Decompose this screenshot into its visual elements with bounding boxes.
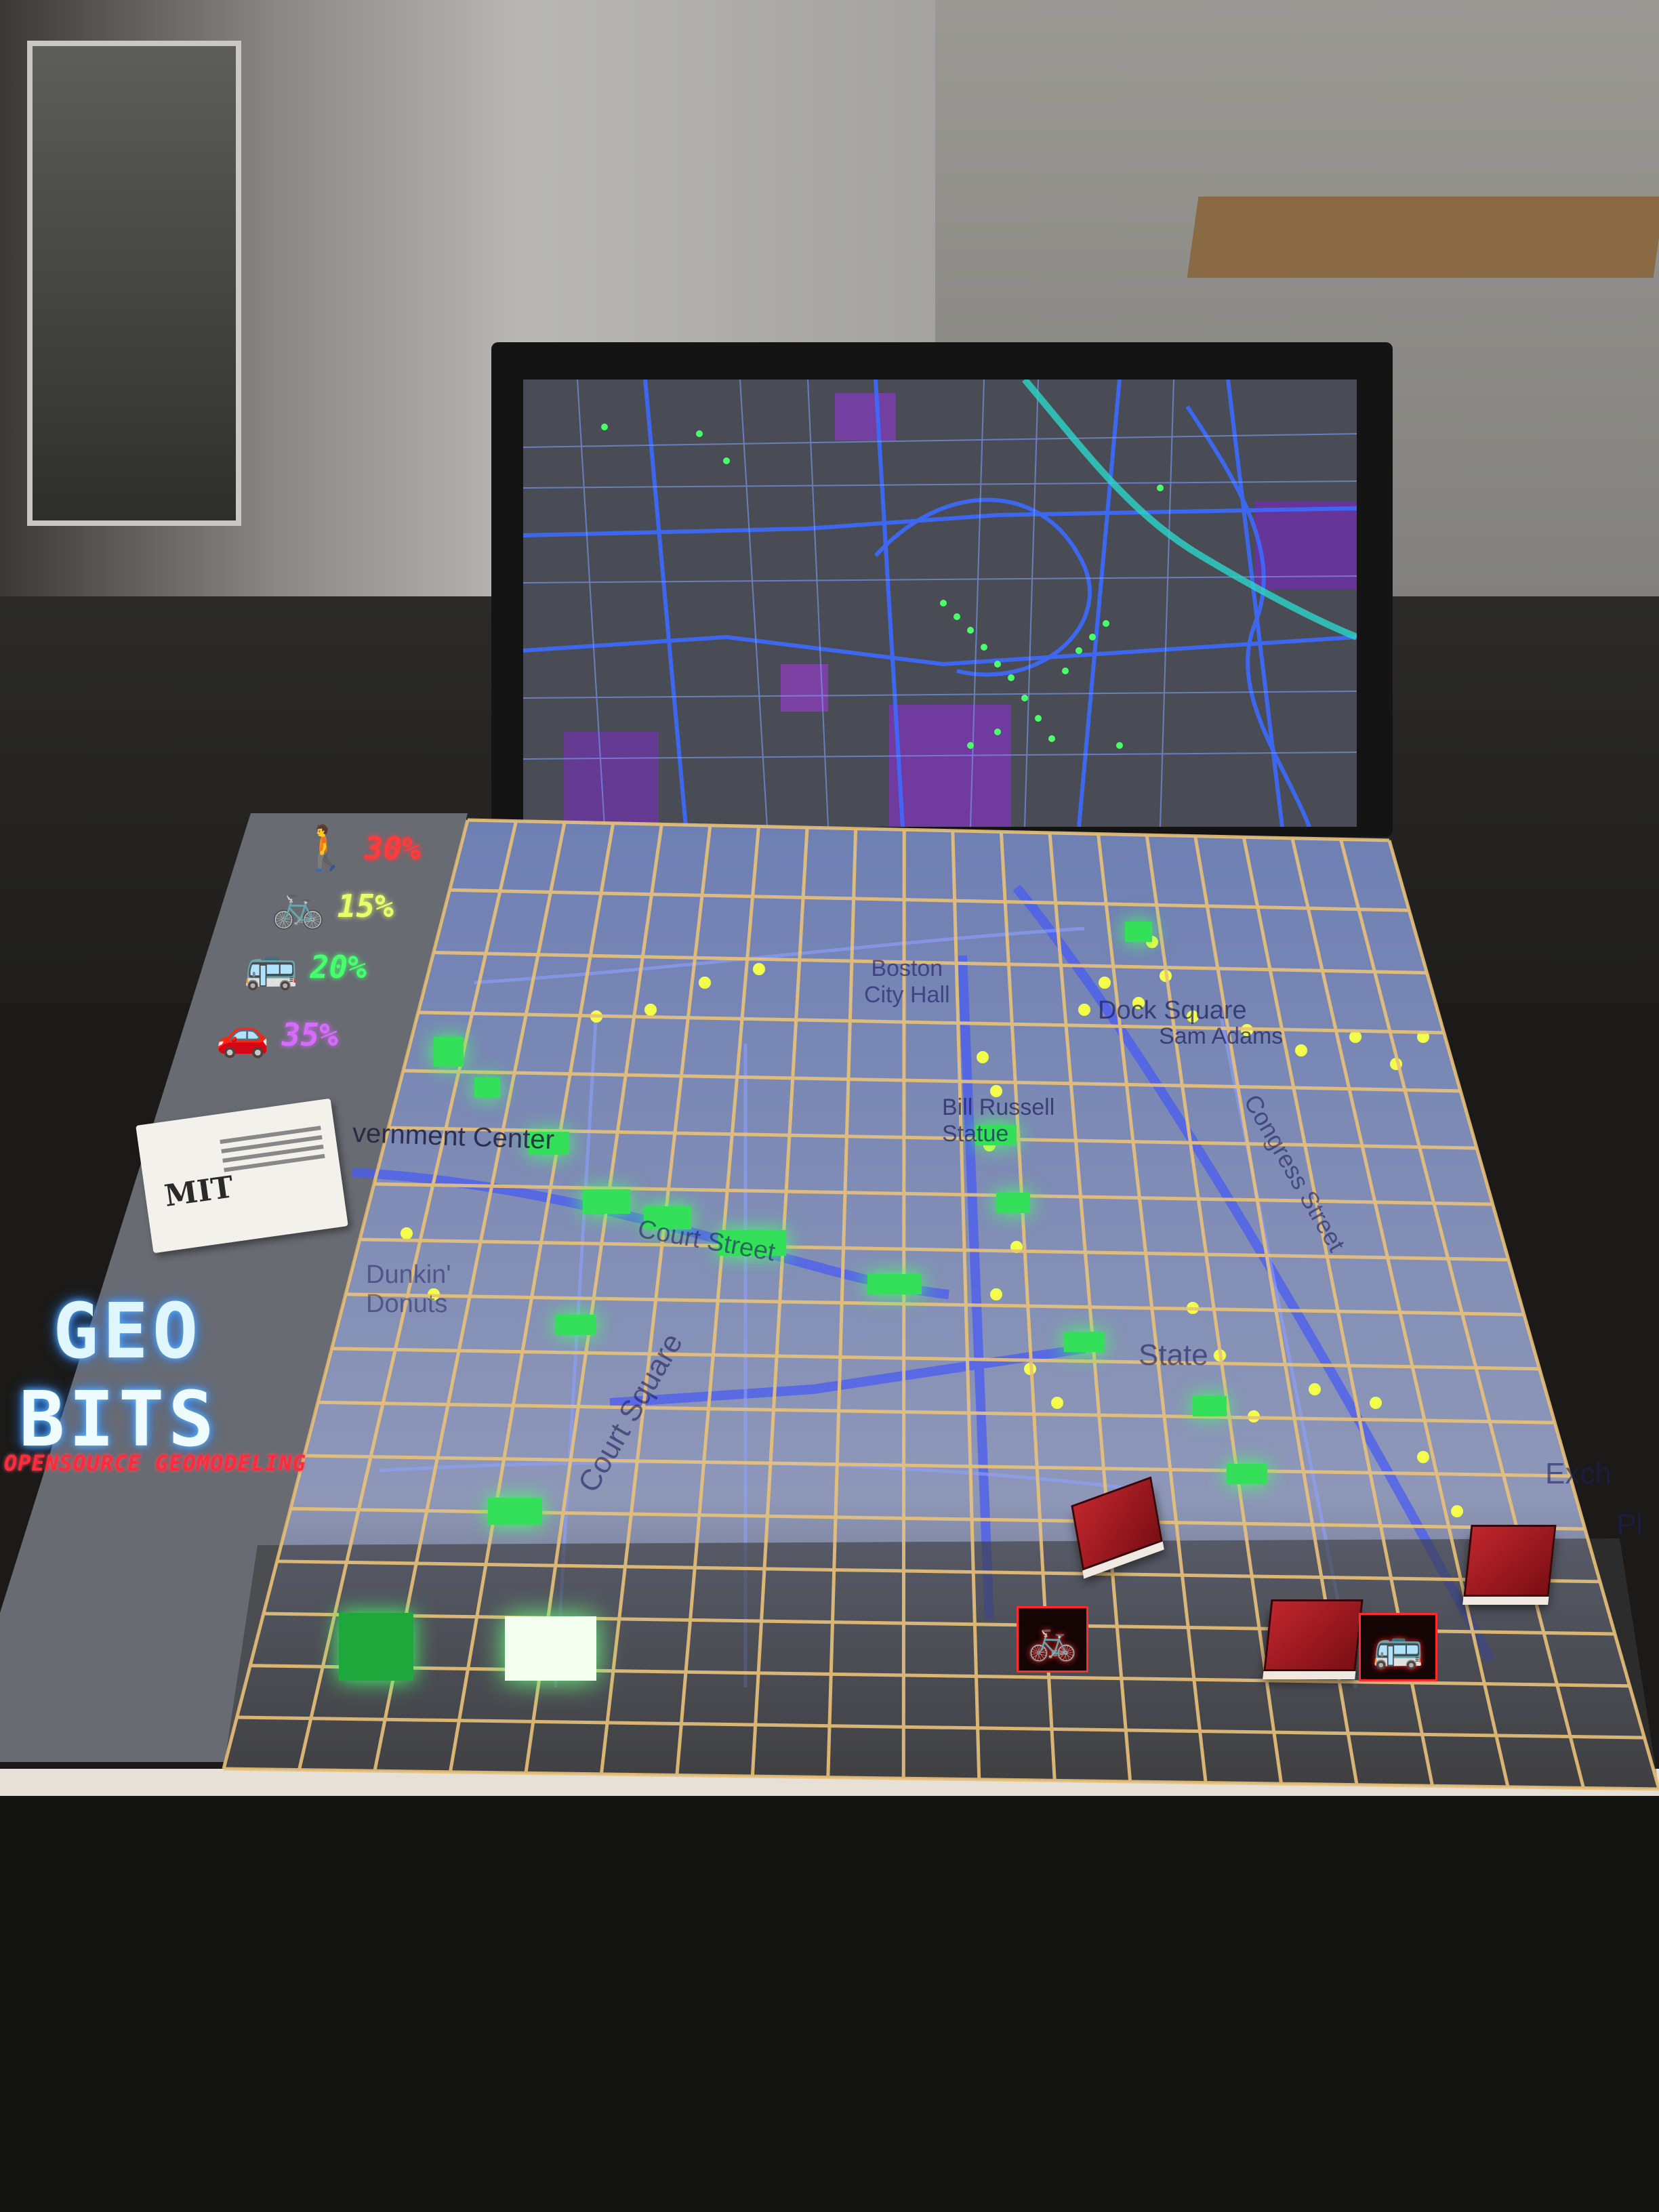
bike-icon: 🚲 [271, 881, 325, 931]
grid-line [449, 888, 1410, 912]
green-building[interactable] [996, 1193, 1030, 1213]
bike-tile[interactable]: 🚲 [1017, 1606, 1088, 1673]
grid-line [388, 1126, 1477, 1150]
logo-bits: BITS [19, 1376, 218, 1464]
bus-icon: 🚌 [1372, 1624, 1424, 1671]
label-sam-adams: Sam Adams [1159, 1023, 1284, 1049]
green-building[interactable] [1125, 922, 1152, 942]
grid-line [304, 1454, 1570, 1478]
mit-business-card: MIT [136, 1098, 348, 1254]
grid-line [318, 1400, 1555, 1425]
label-exchange: Exch [1545, 1457, 1612, 1490]
logo-subtitle: OPENSOURCE GEOMODELING [4, 1450, 306, 1476]
bike-icon: 🚲 [1027, 1616, 1078, 1664]
red-building-block[interactable] [1463, 1525, 1557, 1597]
card-text-lines [219, 1120, 325, 1177]
green-building[interactable] [488, 1498, 542, 1525]
interactive-table [0, 806, 1659, 1803]
green-building[interactable] [1064, 1332, 1105, 1352]
green-building[interactable] [434, 1037, 464, 1067]
mode-share-bus: 🚌 20% [244, 945, 367, 989]
green-building[interactable] [583, 1189, 630, 1214]
grid-line [467, 818, 1390, 842]
walk-icon: 🚶 [298, 823, 352, 874]
green-building[interactable] [529, 1132, 569, 1155]
bus-tile[interactable]: 🚌 [1359, 1613, 1437, 1681]
grid-line [403, 1069, 1461, 1093]
grid-line [331, 1347, 1540, 1371]
table-base-shadow [0, 1796, 1659, 2212]
grid-line [222, 819, 470, 1769]
walk-percent: 30% [364, 830, 421, 867]
white-lego-piece[interactable] [505, 1616, 596, 1681]
label-city-hall: Boston City Hall [864, 956, 950, 1008]
grid-line [1387, 840, 1659, 1790]
logo-geo: GEO [53, 1288, 203, 1376]
green-building[interactable] [1193, 1396, 1227, 1416]
bus-icon: 🚌 [244, 942, 298, 992]
label-dock-square: Dock Square [1098, 996, 1247, 1025]
grid-line [433, 950, 1427, 975]
mode-share-bike: 🚲 15% [271, 884, 394, 928]
label-bill-russell: Bill Russell Statue [942, 1094, 1055, 1147]
grid-line [373, 1182, 1493, 1206]
grid-line [276, 1559, 1600, 1584]
car-icon: 🚗 [216, 1010, 270, 1060]
green-building[interactable] [644, 1206, 691, 1229]
green-building[interactable] [474, 1078, 500, 1098]
car-percent: 35% [281, 1017, 338, 1053]
mode-share-walk: 🚶 30% [298, 827, 421, 870]
green-lego-piece[interactable] [339, 1613, 413, 1681]
bus-percent: 20% [310, 949, 367, 985]
side-desk [1187, 197, 1659, 278]
grid-line [359, 1237, 1509, 1262]
grid-line [250, 1664, 1630, 1688]
label-state: State [1139, 1338, 1208, 1372]
label-dunkin-donuts: Dunkin' Donuts [366, 1261, 451, 1318]
grid-line [346, 1292, 1524, 1317]
green-building[interactable] [867, 1274, 922, 1294]
green-building[interactable] [1227, 1464, 1267, 1484]
red-building-block[interactable] [1263, 1599, 1364, 1671]
grid-line [417, 1010, 1444, 1035]
glass-door [27, 41, 241, 526]
green-building[interactable] [718, 1230, 786, 1256]
table-grid-surface[interactable] [0, 806, 1659, 1803]
label-place: Pl [1616, 1508, 1643, 1541]
monitor-map [523, 380, 1357, 827]
grid-line [223, 1767, 1659, 1791]
grid-line [237, 1715, 1645, 1740]
green-building[interactable] [556, 1315, 596, 1335]
mode-share-car: 🚗 35% [216, 1013, 338, 1057]
bike-percent: 15% [337, 888, 394, 924]
green-building[interactable] [976, 1125, 1017, 1145]
monitor-map-screen [523, 380, 1357, 827]
